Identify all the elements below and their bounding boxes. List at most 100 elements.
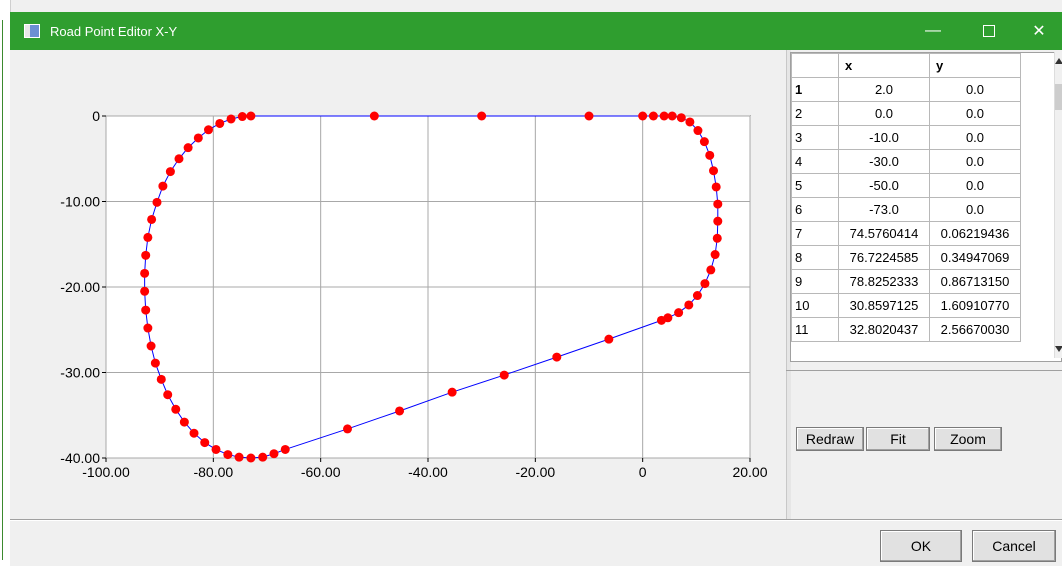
column-header-y[interactable]: y: [929, 53, 1021, 78]
road-point-marker[interactable]: [174, 154, 184, 164]
road-point-marker[interactable]: [659, 111, 669, 121]
table-row[interactable]: 3 -10.0 0.0: [791, 125, 1021, 150]
zoom-button[interactable]: Zoom: [934, 427, 1002, 451]
road-point-marker[interactable]: [692, 291, 702, 301]
road-point-marker[interactable]: [141, 250, 151, 260]
xy-plot[interactable]: -100.00 -80.00 -60.00 -40.00 -20.00 0 20.00 0 -1…: [10, 50, 786, 520]
points-table[interactable]: x y 1 2.0 0.0 2 0.0 0.0 3 -10.0 0.0 4 -30.0 0.0 5 -50…: [791, 53, 1021, 342]
road-point-marker[interactable]: [705, 150, 715, 160]
road-point-marker[interactable]: [200, 438, 210, 448]
cell-x[interactable]: -73.0: [838, 197, 930, 222]
row-header[interactable]: 2: [791, 101, 839, 126]
road-point-marker[interactable]: [171, 404, 181, 414]
road-point-marker[interactable]: [712, 233, 722, 243]
road-point-marker[interactable]: [269, 449, 279, 459]
road-point-marker[interactable]: [499, 370, 509, 380]
scrollbar-thumb[interactable]: [1055, 84, 1062, 110]
road-point-marker[interactable]: [223, 450, 233, 460]
cell-y[interactable]: 0.0: [929, 173, 1021, 198]
road-point-marker[interactable]: [700, 279, 710, 289]
table-row[interactable]: 2 0.0 0.0: [791, 101, 1021, 126]
road-point-marker[interactable]: [179, 417, 189, 427]
plot-pane[interactable]: -100.00 -80.00 -60.00 -40.00 -20.00 0 20.00 0 -1…: [10, 50, 786, 520]
road-point-marker[interactable]: [140, 286, 150, 296]
road-point-marker[interactable]: [147, 214, 157, 224]
road-point-marker[interactable]: [711, 182, 721, 192]
road-point-marker[interactable]: [706, 265, 716, 275]
road-point-marker[interactable]: [648, 111, 658, 121]
road-point-marker[interactable]: [158, 181, 168, 191]
road-point-marker[interactable]: [710, 250, 720, 260]
cell-x[interactable]: 0.0: [838, 101, 930, 126]
road-point-marker[interactable]: [369, 111, 379, 121]
cell-x[interactable]: 32.8020437: [838, 317, 930, 342]
road-point-marker[interactable]: [663, 313, 673, 323]
row-header[interactable]: 9: [791, 269, 839, 294]
cell-x[interactable]: -10.0: [838, 125, 930, 150]
cell-y[interactable]: 2.56670030: [929, 317, 1021, 342]
road-point-marker[interactable]: [604, 334, 614, 344]
road-point-marker[interactable]: [234, 452, 244, 462]
table-row[interactable]: 8 76.7224585 0.34947069: [791, 245, 1021, 270]
road-point-marker[interactable]: [211, 444, 221, 454]
grid-vertical-scrollbar[interactable]: [1054, 52, 1062, 358]
cell-x[interactable]: 76.7224585: [838, 245, 930, 270]
minimize-button[interactable]: —: [910, 12, 956, 50]
cell-x[interactable]: 2.0: [838, 77, 930, 102]
row-header[interactable]: 6: [791, 197, 839, 222]
road-point-marker[interactable]: [140, 268, 150, 278]
road-point-marker[interactable]: [667, 111, 677, 121]
table-row[interactable]: 5 -50.0 0.0: [791, 173, 1021, 198]
cell-y[interactable]: 0.0: [929, 197, 1021, 222]
ok-button[interactable]: OK: [880, 530, 962, 562]
points-grid[interactable]: x y 1 2.0 0.0 2 0.0 0.0 3 -10.0 0.0 4 -30.0 0.0 5 -50…: [790, 52, 1062, 362]
road-point-marker[interactable]: [699, 137, 709, 147]
redraw-button[interactable]: Redraw: [796, 427, 864, 451]
road-point-marker[interactable]: [143, 232, 153, 242]
column-header-x[interactable]: x: [838, 53, 930, 78]
table-row[interactable]: 10 30.8597125 1.60910770: [791, 293, 1021, 318]
row-header[interactable]: 10: [791, 293, 839, 318]
cell-x[interactable]: 30.8597125: [838, 293, 930, 318]
title-bar[interactable]: Road Point Editor X-Y — ✕: [10, 12, 1062, 50]
road-point-marker[interactable]: [343, 424, 352, 434]
cell-x[interactable]: 74.5760414: [838, 221, 930, 246]
row-header[interactable]: 8: [791, 245, 839, 270]
cell-y[interactable]: 0.86713150: [929, 269, 1021, 294]
road-point-marker[interactable]: [552, 352, 562, 362]
cell-y[interactable]: 0.0: [929, 125, 1021, 150]
row-header[interactable]: 5: [791, 173, 839, 198]
cell-x[interactable]: -50.0: [838, 173, 930, 198]
road-point-marker[interactable]: [638, 111, 648, 121]
cell-y[interactable]: 0.06219436: [929, 221, 1021, 246]
road-point-marker[interactable]: [141, 305, 151, 315]
cell-y[interactable]: 1.60910770: [929, 293, 1021, 318]
road-point-marker[interactable]: [183, 143, 193, 153]
table-row[interactable]: 6 -73.0 0.0: [791, 197, 1021, 222]
cell-x[interactable]: -30.0: [838, 149, 930, 174]
road-point-marker[interactable]: [685, 117, 695, 127]
fit-button[interactable]: Fit: [866, 427, 930, 451]
road-point-marker[interactable]: [584, 111, 594, 121]
road-point-marker[interactable]: [193, 133, 203, 143]
road-point-marker[interactable]: [163, 390, 173, 400]
road-point-marker[interactable]: [165, 167, 175, 177]
road-point-marker[interactable]: [709, 166, 719, 176]
road-point-marker[interactable]: [189, 428, 199, 438]
row-header[interactable]: 3: [791, 125, 839, 150]
table-row[interactable]: 7 74.5760414 0.06219436: [791, 221, 1021, 246]
road-point-marker[interactable]: [237, 112, 247, 122]
table-row[interactable]: 1 2.0 0.0: [791, 77, 1021, 102]
close-button[interactable]: ✕: [1016, 12, 1062, 50]
row-header[interactable]: 1: [791, 77, 839, 102]
maximize-button[interactable]: [966, 12, 1012, 50]
pane-splitter[interactable]: [786, 50, 791, 520]
road-point-marker[interactable]: [713, 216, 723, 226]
table-row[interactable]: 9 78.8252333 0.86713150: [791, 269, 1021, 294]
road-point-marker[interactable]: [152, 197, 162, 207]
road-point-marker[interactable]: [204, 125, 214, 135]
cell-y[interactable]: 0.34947069: [929, 245, 1021, 270]
road-point-marker[interactable]: [226, 114, 236, 124]
cell-y[interactable]: 0.0: [929, 101, 1021, 126]
road-point-marker[interactable]: [156, 374, 166, 384]
